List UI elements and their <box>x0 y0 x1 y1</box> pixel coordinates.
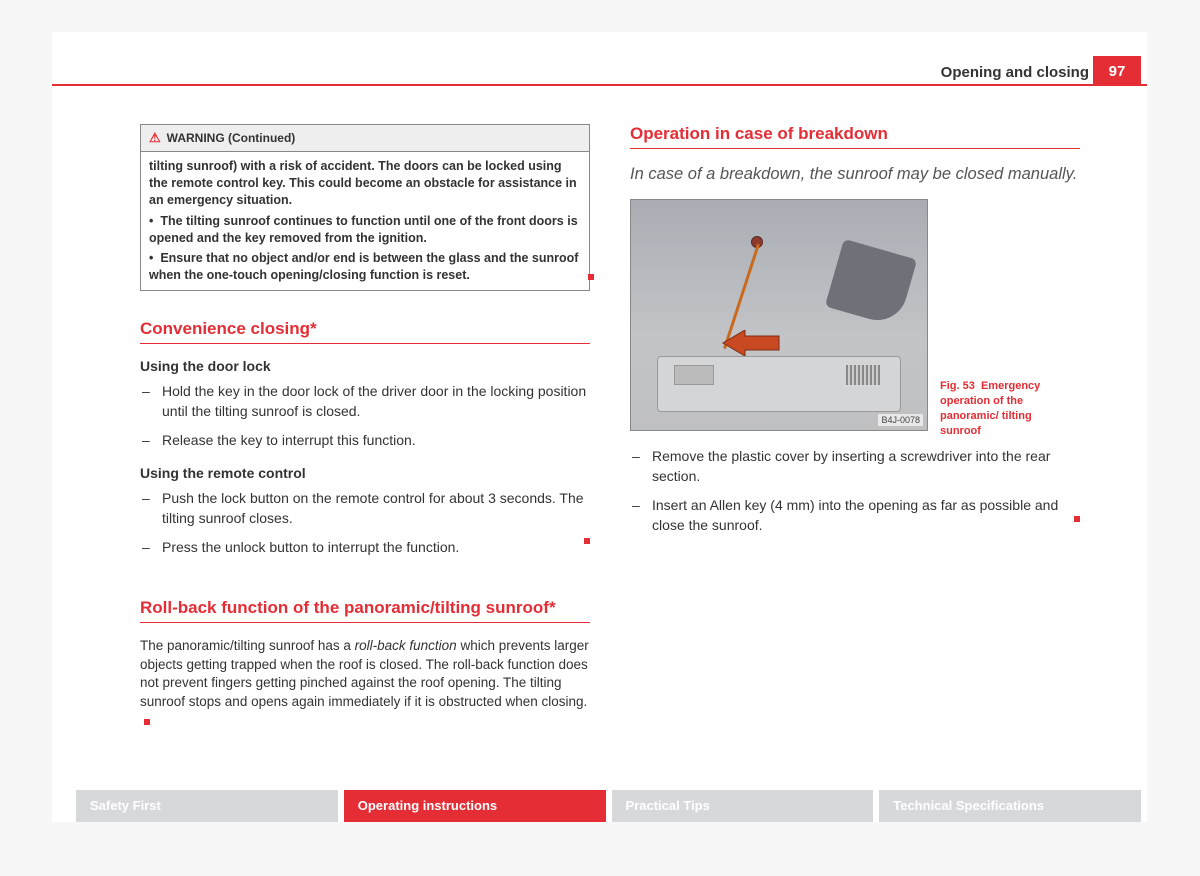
body-columns: ⚠ WARNING (Continued) tilting sunroof) w… <box>140 124 1080 764</box>
tab-safety-first[interactable]: Safety First <box>76 790 338 822</box>
header-rule <box>52 84 1147 86</box>
list-item: Press the unlock button to interrupt the… <box>158 538 590 558</box>
right-column: Operation in case of breakdown In case o… <box>630 124 1080 764</box>
warning-header: ⚠ WARNING (Continued) <box>141 125 589 152</box>
warning-bullet-2-text: Ensure that no object and/or end is betw… <box>149 251 578 282</box>
figure-code: B4J-0078 <box>878 414 923 426</box>
page-number: 97 <box>1093 56 1141 86</box>
tab-practical-tips[interactable]: Practical Tips <box>612 790 874 822</box>
warning-para: tilting sunroof) with a risk of accident… <box>149 158 581 209</box>
figure-53: B4J-0078 <box>630 199 928 431</box>
subhead-door-lock: Using the door lock <box>140 358 590 374</box>
footer-tabs: Safety First Operating instructions Prac… <box>52 790 1147 822</box>
figure-53-wrap: B4J-0078 Fig. 53 Emergency operation of … <box>630 199 1080 431</box>
warning-box: ⚠ WARNING (Continued) tilting sunroof) w… <box>140 124 590 291</box>
figure-caption: Fig. 53 Emergency operation of the panor… <box>940 379 1072 438</box>
list-item: Insert an Allen key (4 mm) into the open… <box>648 496 1080 535</box>
figure-label: Fig. 53 <box>940 380 975 392</box>
figure-ceiling-panel <box>657 356 901 412</box>
door-lock-steps: Hold the key in the door lock of the dri… <box>140 382 590 451</box>
rollback-paragraph: The panoramic/tilting sunroof has a roll… <box>140 637 590 731</box>
tab-operating-instructions[interactable]: Operating instructions <box>344 790 606 822</box>
breakdown-steps: Remove the plastic cover by inserting a … <box>630 447 1080 535</box>
section-end-marker <box>1074 516 1080 522</box>
warning-body: tilting sunroof) with a risk of accident… <box>141 152 589 290</box>
list-item: Release the key to interrupt this functi… <box>158 431 590 451</box>
rollback-text-a: The panoramic/tilting sunroof has a <box>140 638 355 653</box>
warning-bullet-1: • The tilting sunroof continues to funct… <box>149 213 581 247</box>
warning-bullet-1-text: The tilting sunroof continues to functio… <box>149 214 578 245</box>
rollback-emphasis: roll-back function <box>355 638 457 653</box>
section-end-marker <box>588 274 594 280</box>
section-breakdown: Operation in case of breakdown <box>630 124 1080 149</box>
figure-arrow-icon <box>721 330 781 356</box>
list-item-text: Insert an Allen key (4 mm) into the open… <box>652 497 1058 533</box>
left-column: ⚠ WARNING (Continued) tilting sunroof) w… <box>140 124 590 764</box>
section-convenience-closing: Convenience closing* <box>140 319 590 344</box>
section-rollback: Roll-back function of the panoramic/tilt… <box>140 598 590 623</box>
remote-steps: Push the lock button on the remote contr… <box>140 489 590 558</box>
list-item-text: Press the unlock button to interrupt the… <box>162 539 459 555</box>
warning-icon: ⚠ <box>149 130 161 146</box>
section-end-marker <box>144 719 150 725</box>
section-end-marker <box>584 538 590 544</box>
subhead-remote: Using the remote control <box>140 465 590 481</box>
page-header: Opening and closing 97 <box>52 32 1147 86</box>
chapter-title: Opening and closing <box>941 64 1089 81</box>
tab-technical-specs[interactable]: Technical Specifications <box>879 790 1141 822</box>
manual-page: Opening and closing 97 ⚠ WARNING (Contin… <box>52 32 1147 822</box>
warning-label: WARNING (Continued) <box>167 131 296 145</box>
list-item: Remove the plastic cover by inserting a … <box>648 447 1080 486</box>
warning-bullet-2: • Ensure that no object and/or end is be… <box>149 250 581 284</box>
breakdown-subtitle: In case of a breakdown, the sunroof may … <box>630 163 1080 185</box>
list-item: Push the lock button on the remote contr… <box>158 489 590 528</box>
list-item: Hold the key in the door lock of the dri… <box>158 382 590 421</box>
